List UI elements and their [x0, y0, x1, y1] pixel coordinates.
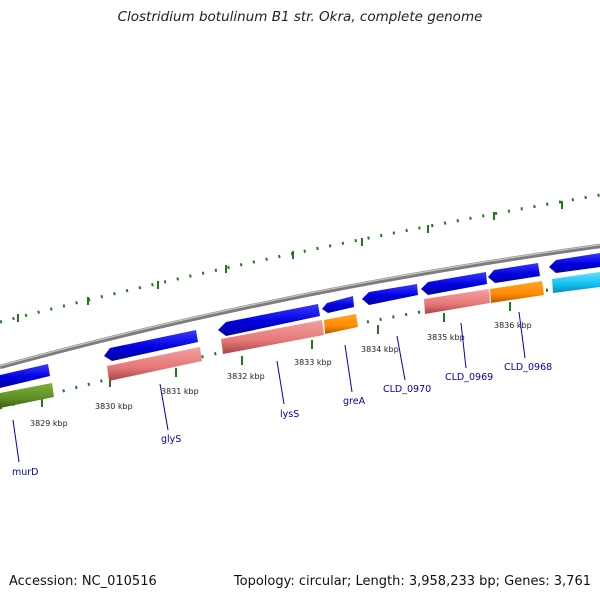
forward-strand-genes [0, 253, 600, 388]
hypothetical-feature[interactable] [552, 272, 600, 293]
gene-label-cld-0970[interactable]: CLD_0970 [383, 384, 431, 395]
gene-arrow[interactable] [488, 263, 540, 283]
feature-track [0, 272, 600, 408]
scale-label: 3834 kbp [361, 345, 399, 354]
scale-label: 3833 kbp [294, 358, 332, 367]
lyss-feature[interactable] [221, 320, 324, 354]
gene-arrow[interactable] [362, 284, 418, 305]
cld-0969-feature[interactable] [424, 289, 490, 314]
outer-major-ticks [17, 201, 563, 322]
gene-arrow[interactable] [322, 296, 354, 313]
gene-label-grea[interactable]: greA [343, 396, 366, 407]
gene-label-murd[interactable]: murD [12, 467, 39, 478]
gene-labels: murD glyS lysS greA CLD_0970 CLD_0969 CL… [12, 362, 552, 478]
murd-feature[interactable] [0, 383, 54, 408]
genome-backbone [0, 243, 600, 370]
scale-label: 3830 kbp [95, 402, 133, 411]
glys-feature[interactable] [107, 347, 202, 381]
gene-arrow[interactable] [218, 304, 320, 336]
accession-label: Accession: NC_010516 [9, 574, 157, 589]
scale-label: 3832 kbp [227, 372, 265, 381]
gene-arrow[interactable] [0, 364, 50, 388]
gene-arrow[interactable] [104, 330, 198, 361]
gene-arrow[interactable] [421, 272, 487, 295]
scale-label: 3836 kbp [494, 321, 532, 330]
scale-label: 3835 kbp [427, 333, 465, 342]
scale-label: 3829 kbp [30, 419, 68, 428]
grea-feature[interactable] [324, 314, 358, 334]
cld-0968-feature[interactable] [490, 281, 544, 303]
scale-label: 3831 kbp [161, 387, 199, 396]
gene-leader-lines [12, 311, 526, 463]
scale-labels: 3829 kbp 3830 kbp 3831 kbp 3832 kbp 3833… [30, 321, 532, 428]
gene-label-lyss[interactable]: lysS [280, 409, 299, 420]
map-title: Clostridium botulinum B1 str. Okra, comp… [117, 9, 483, 25]
gene-label-glys[interactable]: glyS [161, 434, 181, 445]
gene-arrow[interactable] [549, 253, 600, 273]
genome-summary: Topology: circular; Length: 3,958,233 bp… [233, 574, 591, 589]
gene-label-cld-0968[interactable]: CLD_0968 [504, 362, 552, 373]
gene-label-cld-0969[interactable]: CLD_0969 [445, 372, 493, 383]
